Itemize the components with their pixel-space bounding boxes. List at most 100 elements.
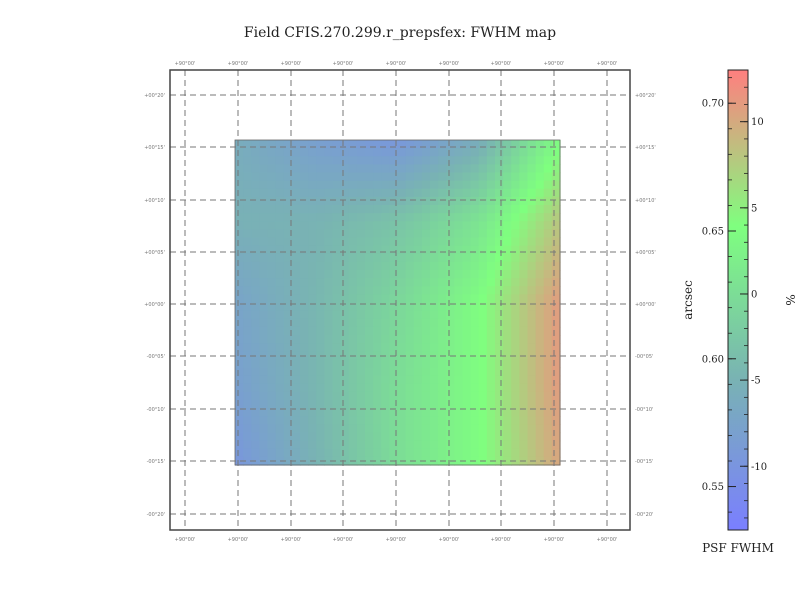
heatmap-cell — [535, 180, 545, 190]
heatmap-cell — [413, 253, 423, 263]
dec-tick-label-right: +00°20' — [635, 93, 656, 99]
heatmap-cell — [365, 375, 374, 385]
heatmap-cell — [356, 310, 366, 320]
heatmap-cell — [397, 367, 407, 377]
heatmap-cell — [462, 278, 472, 287]
heatmap-cell — [356, 261, 366, 271]
heatmap-cell — [251, 318, 260, 328]
heatmap-cell — [397, 302, 407, 312]
heatmap-cell — [243, 156, 252, 165]
heatmap-cell — [251, 294, 260, 304]
ra-tick-label-top: +90°00' — [597, 61, 618, 67]
heatmap-cell — [308, 156, 317, 165]
heatmap-cell — [535, 270, 545, 279]
heatmap-cell — [259, 383, 269, 393]
heatmap-cell — [430, 213, 439, 222]
heatmap-cell — [340, 172, 350, 182]
heatmap-cell — [300, 335, 309, 344]
heatmap-cell — [454, 261, 464, 271]
heatmap-cell — [365, 205, 374, 214]
heatmap-cell — [348, 164, 358, 174]
heatmap-cell — [308, 318, 317, 328]
heatmap-cell — [543, 294, 553, 304]
heatmap-cell — [308, 180, 317, 190]
heatmap-cell — [291, 359, 301, 369]
heatmap-cell — [235, 302, 244, 312]
heatmap-cell — [348, 375, 358, 385]
heatmap-cell — [300, 440, 309, 450]
heatmap-cell — [511, 270, 520, 279]
heatmap-cell — [316, 221, 325, 230]
heatmap-cell — [519, 261, 529, 271]
heatmap-cell — [283, 140, 293, 149]
heatmap-cell — [470, 400, 480, 409]
heatmap-cell — [340, 245, 350, 255]
heatmap-cell — [438, 286, 447, 295]
heatmap-cell — [438, 432, 447, 442]
heatmap-cell — [430, 205, 439, 214]
heatmap-cell — [527, 188, 537, 198]
heatmap-cell — [340, 448, 350, 458]
heatmap-cell — [324, 294, 334, 304]
heatmap-cell — [503, 351, 512, 360]
heatmap-cell — [543, 156, 553, 165]
heatmap-cell — [438, 424, 447, 434]
heatmap-cell — [243, 408, 252, 417]
heatmap-cell — [348, 148, 358, 157]
heatmap-cell — [454, 335, 464, 344]
heatmap-cell — [283, 278, 293, 287]
heatmap-cell — [365, 188, 374, 198]
heatmap-cell — [300, 448, 309, 458]
heatmap-cell — [283, 310, 293, 320]
heatmap-cell — [503, 432, 512, 442]
heatmap-cell — [519, 343, 529, 352]
heatmap-cell — [527, 335, 537, 344]
heatmap-cell — [235, 408, 244, 417]
heatmap-cell — [381, 391, 390, 401]
heatmap-cell — [365, 367, 374, 377]
heatmap-cell — [535, 359, 545, 369]
heatmap-cell — [405, 180, 415, 190]
heatmap-cell — [421, 456, 431, 466]
heatmap-cell — [413, 432, 423, 442]
dec-tick-label-right: -00°10' — [635, 407, 653, 413]
heatmap-cell — [462, 391, 472, 401]
heatmap-cell — [438, 335, 447, 344]
heatmap-cell — [421, 391, 431, 401]
heatmap-cell — [275, 335, 285, 344]
heatmap-cell — [438, 408, 447, 417]
heatmap-cell — [405, 408, 415, 417]
heatmap-cell — [243, 213, 252, 222]
heatmap-cell — [446, 253, 455, 263]
heatmap-cell — [356, 424, 366, 434]
heatmap-cell — [316, 367, 325, 377]
heatmap-cell — [267, 432, 277, 442]
heatmap-cell — [454, 253, 464, 263]
heatmap-cell — [373, 432, 382, 442]
heatmap-cell — [486, 205, 496, 214]
heatmap-cell — [470, 335, 480, 344]
heatmap-cell — [308, 310, 317, 320]
heatmap-cell — [421, 416, 431, 425]
heatmap-cell — [486, 326, 496, 336]
heatmap-cell — [470, 237, 480, 247]
heatmap-cell — [543, 391, 553, 401]
dec-tick-label-left: -00°15' — [147, 459, 165, 465]
heatmap-cell — [348, 294, 358, 304]
heatmap-cell — [421, 383, 431, 393]
heatmap-cell — [446, 326, 455, 336]
heatmap-cell — [243, 148, 252, 157]
heatmap-cell — [389, 253, 399, 263]
heatmap-cell — [373, 229, 382, 239]
heatmap-cell — [535, 448, 545, 458]
heatmap-cell — [259, 367, 269, 377]
heatmap-cell — [324, 448, 334, 458]
heatmap-cell — [535, 261, 545, 271]
heatmap-cell — [365, 253, 374, 263]
heatmap-cell — [405, 310, 415, 320]
heatmap-cell — [470, 343, 480, 352]
heatmap-cell — [243, 335, 252, 344]
heatmap-cell — [275, 408, 285, 417]
heatmap-cell — [267, 416, 277, 425]
heatmap-cell — [291, 196, 301, 206]
